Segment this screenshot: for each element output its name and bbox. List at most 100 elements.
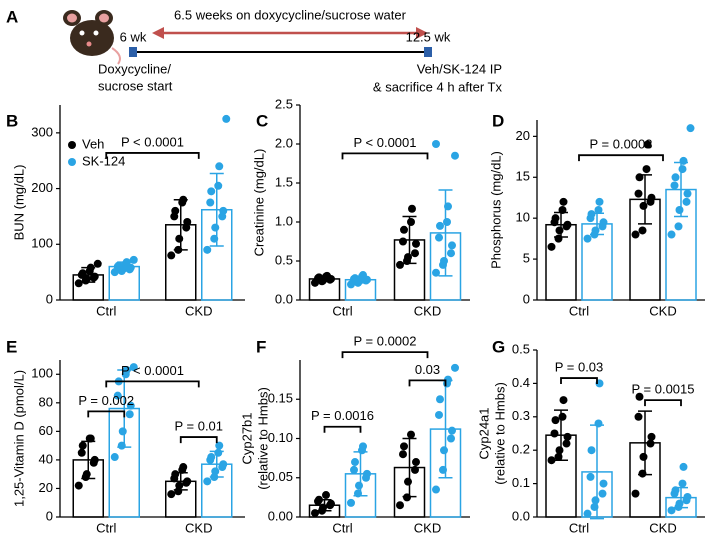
data-point	[126, 401, 135, 410]
data-point	[86, 434, 95, 443]
data-point	[359, 442, 367, 451]
p-value: P = 0.01	[174, 419, 223, 434]
data-point	[598, 489, 607, 498]
data-point	[206, 198, 215, 207]
y-tick-label: 100	[31, 366, 53, 381]
y-tick-label: 20	[516, 128, 530, 143]
data-point	[171, 470, 180, 479]
data-point	[559, 197, 568, 206]
data-point	[682, 197, 691, 206]
data-point	[587, 210, 596, 219]
data-point	[675, 499, 684, 508]
data-point	[555, 446, 564, 455]
data-point	[448, 426, 456, 435]
y-tick-label: 200	[31, 180, 53, 195]
x-tick-label: Ctrl	[96, 303, 116, 318]
data-point	[558, 206, 567, 214]
data-point	[599, 479, 608, 488]
y-tick-label: 0.15	[268, 391, 293, 406]
data-point	[678, 479, 687, 488]
data-point	[167, 490, 176, 499]
data-point	[203, 477, 212, 486]
data-point	[82, 470, 91, 479]
data-point	[350, 465, 358, 474]
panel-letter: G	[492, 337, 505, 356]
data-point	[634, 189, 643, 198]
panel-letter: A	[6, 7, 18, 26]
data-point	[432, 140, 440, 148]
data-point	[436, 221, 444, 230]
y-tick-label: 2.0	[275, 135, 293, 150]
legend-marker	[68, 158, 76, 166]
x-tick-label: CKD	[185, 303, 212, 318]
x-tick-label: CKD	[414, 520, 441, 535]
y-tick-label: 20	[39, 480, 53, 495]
mouse-icon	[63, 10, 121, 65]
x-tick-label: CKD	[649, 303, 676, 318]
data-point	[129, 255, 138, 264]
data-point	[551, 416, 560, 425]
data-point	[451, 363, 459, 372]
data-point	[411, 465, 419, 474]
data-point	[117, 441, 126, 450]
data-point	[215, 162, 224, 171]
data-point	[638, 226, 647, 235]
y-axis-title: Phosphorus (mg/dL)	[488, 151, 503, 269]
data-point	[167, 251, 176, 260]
data-point	[351, 458, 359, 467]
data-point	[113, 391, 122, 400]
data-point	[675, 206, 684, 214]
p-value: 0.03	[415, 362, 440, 377]
data-point	[678, 165, 687, 174]
data-point	[562, 439, 571, 448]
data-point	[210, 234, 219, 243]
panel-letter: C	[256, 111, 268, 130]
y-axis-title: BUN (mg/dL)	[11, 165, 26, 241]
data-point	[122, 365, 131, 374]
data-point	[222, 114, 231, 123]
y-tick-label: 0.1	[512, 475, 530, 490]
data-point	[214, 181, 223, 190]
significance-bracket	[87, 410, 126, 418]
x-tick-label: Ctrl	[96, 520, 116, 535]
data-point	[93, 259, 102, 268]
start-label: Doxycycline/	[98, 61, 171, 76]
data-point	[679, 462, 688, 471]
data-point	[347, 498, 355, 507]
data-point	[631, 230, 640, 239]
data-point	[444, 202, 452, 211]
legend-label: Veh	[82, 136, 104, 151]
data-point	[451, 151, 459, 160]
p-value: P = 0.0002	[353, 334, 416, 349]
p-value: P = 0.0016	[311, 408, 374, 423]
data-point	[554, 234, 563, 243]
data-point	[547, 456, 556, 465]
significance-bracket	[408, 379, 447, 387]
y-tick-label: 0.05	[268, 469, 293, 484]
data-point	[639, 452, 648, 461]
data-point	[211, 467, 220, 476]
y-tick-label: 0	[46, 508, 53, 523]
data-point	[674, 222, 683, 231]
data-point	[435, 233, 443, 242]
data-point	[647, 193, 656, 202]
data-point	[667, 506, 676, 515]
data-point	[404, 477, 412, 486]
y-tick-label: 80	[39, 394, 53, 409]
data-point	[412, 239, 420, 248]
x-tick-label: CKD	[414, 303, 441, 318]
data-point	[547, 242, 556, 251]
data-point	[90, 455, 99, 464]
y-tick-label: 60	[39, 423, 53, 438]
data-point	[396, 501, 404, 510]
x-tick-label: Ctrl	[332, 520, 352, 535]
data-point	[583, 234, 592, 243]
data-point	[551, 214, 560, 223]
data-point	[634, 412, 643, 421]
y-tick-label: 0	[523, 291, 530, 306]
data-point	[412, 458, 420, 467]
panel-letter: D	[492, 111, 504, 130]
timeline-start: 6 wk	[120, 29, 147, 44]
data-point	[590, 502, 599, 511]
y-axis-title: 1,25-Vitamin D (pmol/L)	[11, 370, 26, 507]
